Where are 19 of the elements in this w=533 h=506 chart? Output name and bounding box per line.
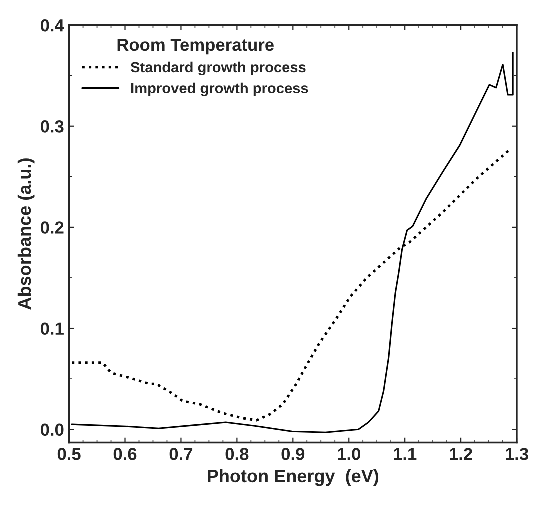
x-tick-label: 0.8 [226,448,249,460]
x-tick-label: 0.5 [58,448,81,460]
legend-label: Improved growth process [132,82,308,97]
x-tick-label: 1.3 [506,448,528,460]
legend-title: Room Temperature [118,39,274,55]
x-tick-label: 1.1 [394,448,417,460]
x-axis-title: Photon Energy (eV) [208,469,379,486]
x-tick-label: 0.9 [282,448,305,460]
x-tick-label: 1.2 [450,448,472,460]
y-tick-label: 0.0 [40,424,64,436]
y-axis-title: Absorbance (a.u.) [18,158,35,310]
y-tick-label: 0.3 [40,120,64,133]
y-tick-label: 0.2 [40,222,64,234]
y-tick-label: 0.1 [40,322,64,335]
x-tick-label: 0.6 [114,448,137,460]
y-tick-label: 0.4 [40,19,64,32]
x-tick-label: 1.0 [338,448,360,460]
legend-label: Standard growth process [130,62,306,76]
x-tick-label: 0.7 [170,448,193,460]
